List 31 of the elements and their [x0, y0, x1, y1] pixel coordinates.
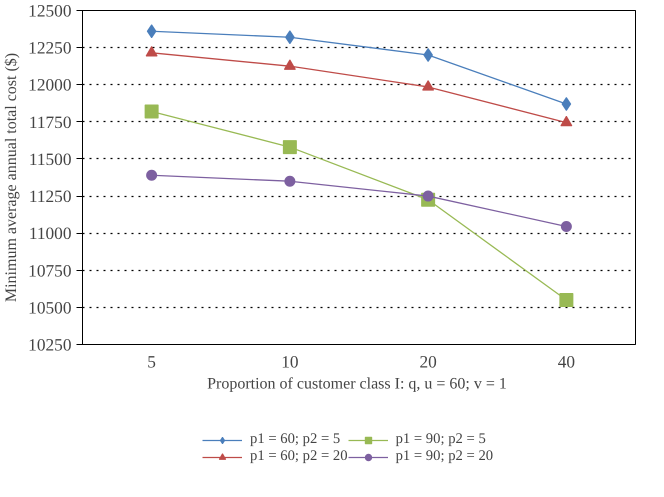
point [282, 140, 297, 154]
point [422, 80, 434, 91]
x-axis-title: Proportion of customer class I: q, u = 60; v = 1 [207, 376, 507, 392]
y-tick-label: 11500 [28, 150, 72, 169]
point [284, 59, 296, 70]
point [144, 104, 159, 118]
y-tick-label: 10250 [28, 336, 72, 354]
y-tick-label: 12250 [28, 38, 72, 58]
point [146, 170, 158, 181]
x-tick-label: 5 [147, 352, 156, 372]
point [560, 116, 572, 126]
y-tick-label: 10500 [28, 298, 72, 318]
legend-label: p1 = 90; p2 = 20 [396, 448, 494, 465]
x-tick-label: 10 [281, 352, 299, 372]
point [284, 176, 296, 187]
legend-label: p1 = 90; p2 = 5 [396, 431, 486, 448]
y-tick-label: 12000 [28, 76, 72, 95]
y-tick-label: 11750 [28, 112, 72, 132]
x-tick-label: 20 [419, 352, 437, 372]
point [560, 220, 572, 232]
point [559, 292, 574, 307]
point [422, 190, 434, 202]
point [146, 46, 158, 56]
y-tick-label: 10750 [28, 261, 72, 280]
y-tick-label: 11250 [28, 187, 72, 206]
y-tick-label: 11000 [28, 224, 72, 244]
legend-label: p1 = 60; p2 = 20 [250, 448, 348, 465]
legend-label: p1 = 60; p2 = 5 [250, 431, 340, 448]
x-tick-label: 40 [558, 352, 576, 372]
y-axis-title: Minimum average annual total cost ($) [3, 52, 20, 302]
y-tick-label: 12500 [28, 2, 72, 20]
